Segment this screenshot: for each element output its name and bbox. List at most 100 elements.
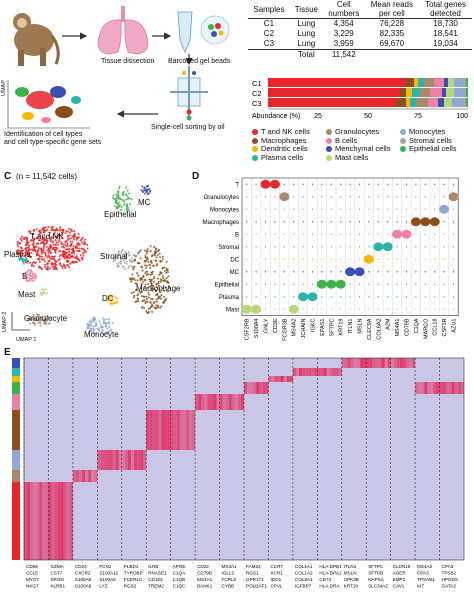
heatmap-cell-strip xyxy=(231,394,235,410)
violin-gene-label: GNLY xyxy=(264,318,270,333)
heatmap-cell-strip xyxy=(134,450,138,470)
violin-shape xyxy=(424,195,426,198)
umap-point xyxy=(155,286,158,289)
umap-point xyxy=(67,254,70,257)
violin-shape xyxy=(246,270,248,273)
violin-shape xyxy=(396,195,398,198)
umap-point xyxy=(63,265,66,268)
violin-shape xyxy=(358,283,361,286)
legend-swatch xyxy=(326,129,332,136)
heatmap-cell-strip xyxy=(405,358,409,368)
violin-shape xyxy=(358,258,361,261)
step-single-cell-sorting: Single-cell sorting by oil xyxy=(151,124,225,131)
step-identification: Identification of cell types and cell ty… xyxy=(4,131,102,146)
umap-point xyxy=(88,324,91,327)
heatmap-cell-strip xyxy=(274,376,278,382)
umap-cluster xyxy=(140,184,152,196)
umap-point xyxy=(29,230,32,233)
umap-point xyxy=(38,313,41,316)
umap-point xyxy=(124,254,127,257)
umap-point xyxy=(37,242,40,245)
heatmap-cell-strip xyxy=(130,450,134,470)
violin-shape xyxy=(302,258,304,261)
umap-point xyxy=(38,235,41,238)
umap-point xyxy=(125,252,128,255)
umap-point xyxy=(43,291,46,294)
stacked-bar-segment xyxy=(414,78,418,87)
umap-cluster xyxy=(129,245,171,314)
table-header: Mean reads per cell xyxy=(364,0,420,19)
umap-cluster-label: Epithelial xyxy=(104,210,137,219)
heatmap-cell-strip xyxy=(51,482,55,560)
umap-point xyxy=(71,248,74,251)
heatmap-cell-strip xyxy=(42,482,46,560)
umap-point xyxy=(108,325,111,328)
umap-point xyxy=(66,234,69,237)
umap-point xyxy=(159,256,162,259)
umap-point xyxy=(41,268,44,271)
heatmap-gene-label: C1QB xyxy=(173,577,186,582)
umap-point xyxy=(127,208,130,211)
umap-point xyxy=(71,235,74,238)
violin-gene-label: MSLN xyxy=(358,318,364,333)
stacked-bar-segment xyxy=(444,78,448,87)
heatmap-cell-strip xyxy=(106,450,110,470)
heatmap-cell-strip xyxy=(204,394,208,410)
umap-point xyxy=(139,249,142,252)
umap-point xyxy=(113,295,116,298)
umap-point xyxy=(44,288,47,291)
umap-point xyxy=(135,272,138,275)
umap-point xyxy=(48,317,51,320)
umap-point xyxy=(35,318,38,321)
umap-point xyxy=(150,282,153,285)
violin-shape xyxy=(420,217,431,227)
umap-point xyxy=(69,228,72,231)
umap-point xyxy=(51,266,54,269)
violin-shape xyxy=(311,270,314,273)
umap-point xyxy=(77,233,80,236)
umap-point xyxy=(24,236,27,239)
umap-point xyxy=(22,273,25,276)
umap-point xyxy=(18,259,21,262)
umap-point xyxy=(43,245,46,248)
umap-point xyxy=(54,262,57,265)
umap-point xyxy=(132,253,135,256)
violin-shape xyxy=(377,208,379,211)
umap-point xyxy=(158,297,161,300)
umap-point xyxy=(93,329,96,332)
umap-point xyxy=(64,232,67,235)
violin-shape xyxy=(401,229,412,239)
umap-point xyxy=(118,254,121,257)
umap-point xyxy=(147,283,150,286)
umap-point xyxy=(32,275,35,278)
umap-point xyxy=(83,238,86,241)
violin-shape xyxy=(321,220,323,223)
violin-shape xyxy=(269,179,280,189)
umap-point xyxy=(28,272,31,275)
heatmap-gene-label: COL1A1 xyxy=(295,564,313,569)
table-cell: Lung xyxy=(297,19,316,28)
umap-point xyxy=(31,232,34,235)
umap-point xyxy=(115,197,118,200)
umap-point xyxy=(45,241,48,244)
umap-point xyxy=(35,275,38,278)
umap-point xyxy=(94,321,97,324)
violin-shape xyxy=(264,208,267,211)
umap-point xyxy=(120,206,123,209)
heatmap-cell-strip xyxy=(216,394,220,410)
umap-point xyxy=(137,262,140,265)
umap-point xyxy=(61,265,64,268)
umap-point xyxy=(66,242,69,245)
stacked-bar-segment xyxy=(464,88,466,97)
violin-shape xyxy=(321,308,323,311)
violin-shape xyxy=(387,195,389,198)
heatmap-gene-label: CD163 xyxy=(148,577,163,582)
umap-point xyxy=(51,255,54,258)
umap-cluster-label: Monocyte xyxy=(84,330,119,339)
violin-shape xyxy=(396,283,398,286)
heatmap-gene-label: GATA2 xyxy=(442,584,457,589)
heatmap-cell-strip xyxy=(36,482,40,560)
umap-point xyxy=(16,245,19,248)
umap-point xyxy=(133,294,136,297)
umap-point xyxy=(112,196,115,199)
